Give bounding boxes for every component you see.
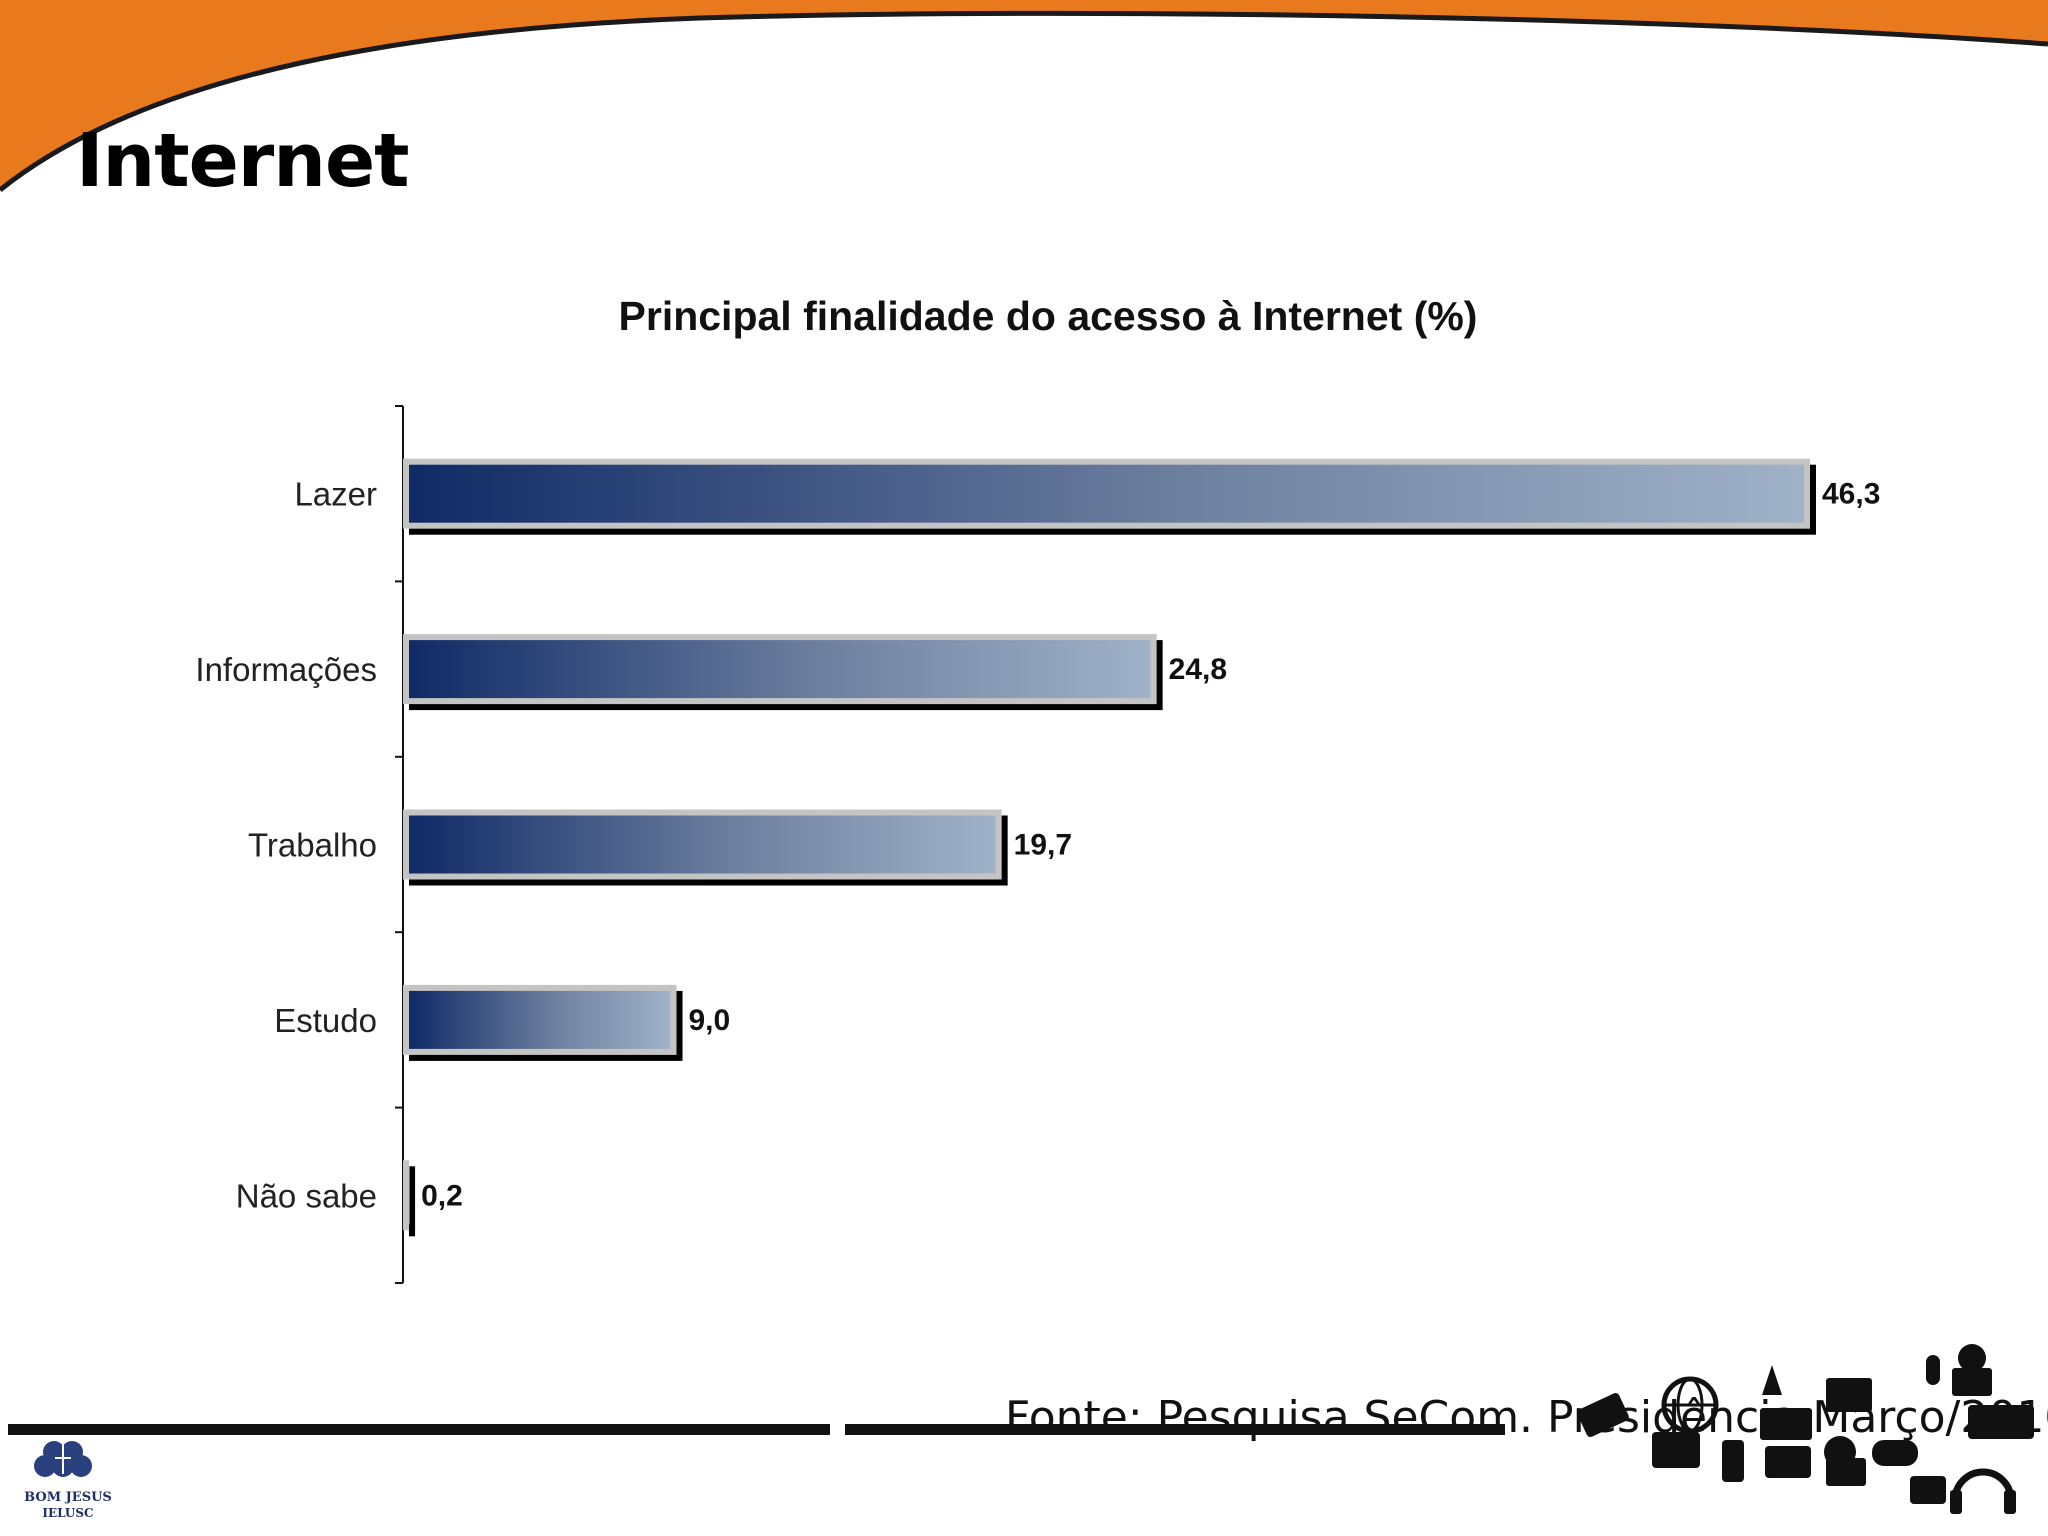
tablet-icon: [1910, 1476, 1946, 1504]
category-label: Estudo: [274, 1002, 377, 1039]
bars-group: Lazer 46,3 Informações 24,8 Trabalho 19,7 Estu…: [195, 458, 1880, 1237]
bar-frame: [403, 1160, 410, 1231]
bar: [409, 640, 1151, 699]
tv-icon: [1652, 1432, 1700, 1468]
logo-text-line2: IELUSC: [42, 1506, 94, 1520]
media-icons-cluster: [1577, 1344, 2034, 1514]
radio-icon: [1760, 1408, 1812, 1440]
source-note: Fonte: Pesquisa SeCom. Presidência Março…: [1005, 1392, 2048, 1443]
bar: [409, 1166, 410, 1225]
printer-icon: [1968, 1405, 2034, 1439]
header-swoosh-line: [0, 10, 2048, 192]
monitor-icon: [1826, 1378, 1872, 1412]
gamepad-icon: [1872, 1440, 1918, 1466]
bar: [409, 464, 1804, 523]
category-label: Trabalho: [248, 827, 377, 864]
antenna-icon: [1762, 1365, 1782, 1395]
category-label: Informações: [195, 651, 377, 688]
footer-rule-left: [8, 1424, 830, 1435]
value-label: 19,7: [1014, 829, 1072, 862]
footer-rule-right: [845, 1424, 1505, 1435]
bar-shadow: [409, 1166, 416, 1237]
bar: [409, 990, 671, 1049]
slide-title: Internet: [76, 118, 410, 204]
bar: [409, 815, 996, 874]
value-label: 46,3: [1822, 478, 1880, 511]
chart-title: Principal finalidade do acesso à Interne…: [619, 293, 1478, 339]
laptop-icon: [1577, 1393, 1629, 1437]
y-axis: [395, 405, 404, 1284]
microphone-icon: [1926, 1355, 1940, 1385]
film-camera-icon: [1958, 1344, 1986, 1372]
logo-text-line1: BOM JESUS: [24, 1490, 112, 1505]
value-label: 9,0: [688, 1004, 730, 1037]
value-label: 0,2: [421, 1179, 463, 1212]
bom-jesus-logo: [34, 1441, 92, 1477]
category-label: Lazer: [294, 476, 377, 513]
category-label: Não sabe: [236, 1177, 377, 1214]
value-label: 24,8: [1169, 653, 1227, 686]
phone-icon: [1722, 1440, 1744, 1482]
header-swoosh-orange: [0, 0, 2048, 190]
camera-icon: [1765, 1446, 1811, 1478]
headphones-icon: [1951, 1468, 2015, 1501]
